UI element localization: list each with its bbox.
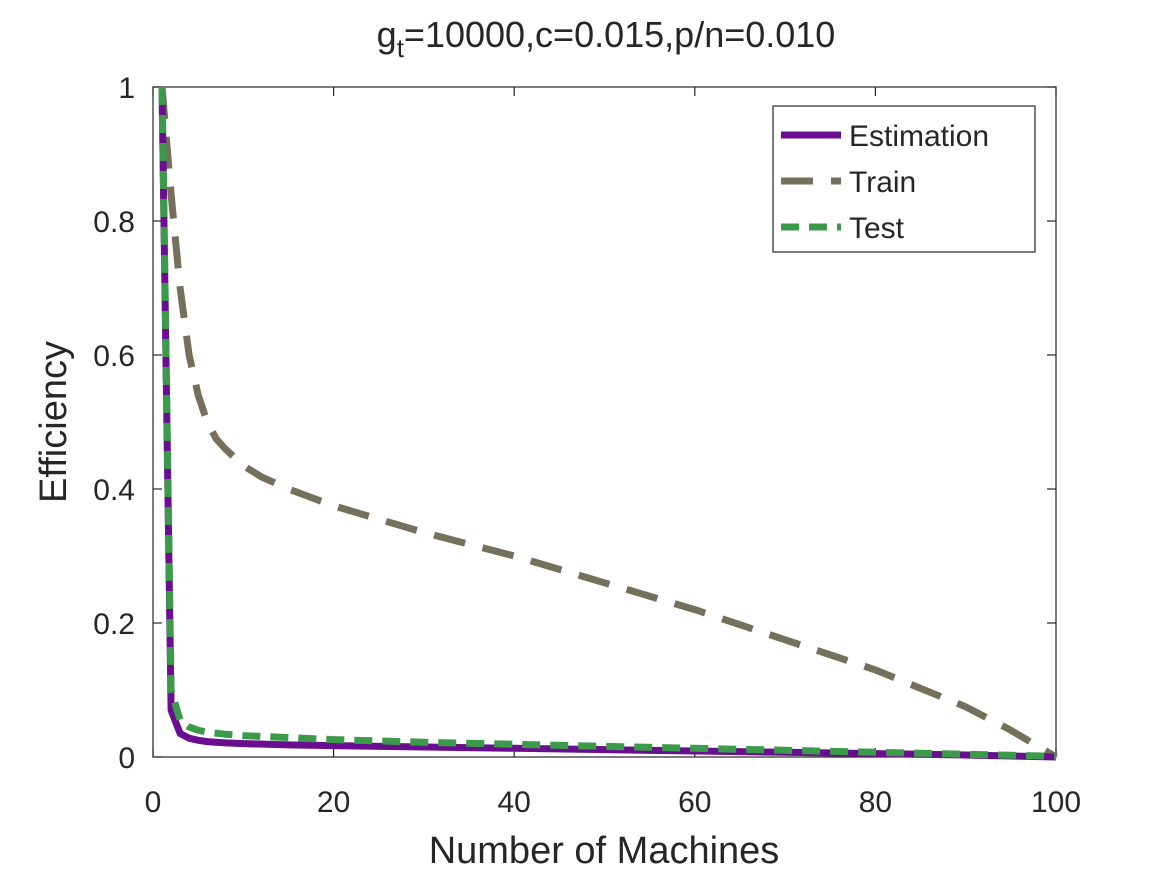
title-rest: =10000,c=0.015,p/n=0.010: [404, 14, 835, 55]
legend-label-test: Test: [849, 212, 905, 245]
legend: Estimation Train Test: [772, 105, 1036, 253]
axis-tick-labels: 0 20 40 60 80 100 0 0.2 0.4 0.6 0.8 1: [93, 72, 1081, 819]
x-tick-label: 60: [678, 786, 711, 819]
legend-label-train: Train: [849, 166, 916, 199]
series-layer: [158, 86, 1058, 761]
x-tick-label: 0: [145, 786, 162, 819]
x-tick-label: 80: [859, 786, 892, 819]
x-tick-label: 100: [1031, 786, 1081, 819]
y-tick-label: 1: [118, 72, 135, 105]
y-tick-label: 0.4: [93, 474, 135, 507]
series-line-estimation: [158, 86, 1057, 761]
y-tick-label: 0.2: [93, 608, 135, 641]
y-tick-label: 0.8: [93, 206, 135, 239]
y-tick-label: 0.6: [93, 340, 135, 373]
x-tick-label: 20: [317, 786, 350, 819]
title-subscript: t: [397, 33, 405, 63]
chart-title: gt=10000,c=0.015,p/n=0.010: [377, 14, 836, 63]
y-tick-label: 0: [118, 742, 135, 775]
y-axis-label: Efficiency: [33, 341, 75, 503]
x-tick-label: 40: [498, 786, 531, 819]
series-line-train: [158, 86, 1058, 761]
series-line-test: [158, 86, 1057, 760]
legend-label-estimation: Estimation: [849, 120, 989, 153]
axis-ticks: [152, 86, 1057, 758]
x-axis-label: Number of Machines: [429, 830, 780, 872]
title-main: g: [377, 14, 397, 55]
